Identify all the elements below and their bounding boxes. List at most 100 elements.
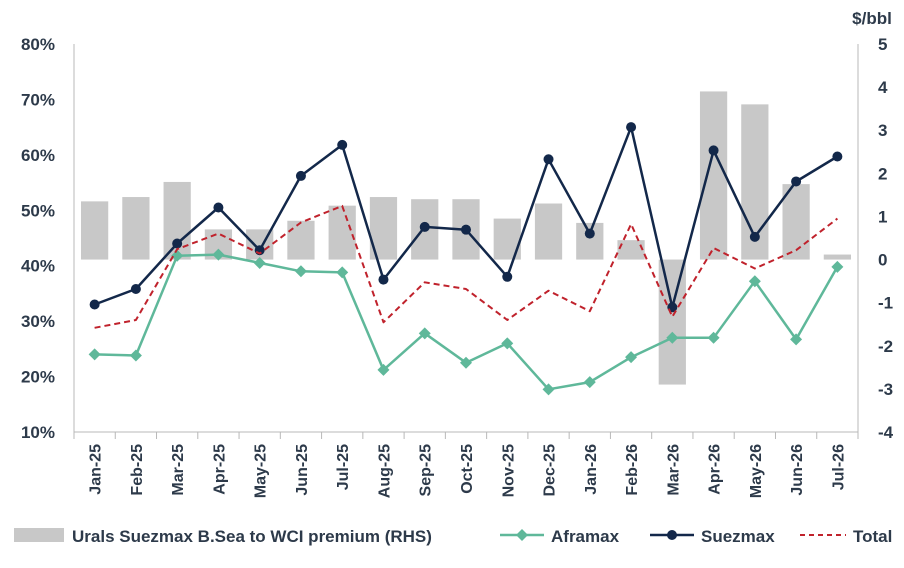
- x-tick-label: Apr-25: [211, 444, 228, 495]
- series-suezmax: [89, 122, 843, 313]
- left-tick-label: 20%: [21, 368, 55, 387]
- bar-Jul-25: [328, 205, 356, 260]
- point-suezmax-Jan-26: [584, 228, 595, 239]
- point-suezmax-Oct-25: [461, 224, 471, 235]
- x-tick-label: Mar-26: [665, 444, 682, 496]
- legend-swatch-premium: [14, 528, 64, 542]
- left-tick-label: 80%: [21, 35, 55, 54]
- series-total: [94, 204, 839, 329]
- legend-marker-aframax: [516, 529, 528, 541]
- point-aframax-Jul-25: [336, 266, 349, 279]
- right-axis-ticks: -4 -3 -2 -1 0 1 2 3 4 5: [878, 35, 894, 442]
- bar-Jan-26: [576, 222, 604, 260]
- right-tick-label: 0: [878, 251, 887, 270]
- point-suezmax-Apr-26: [708, 145, 719, 156]
- bar-Feb-26: [617, 240, 645, 260]
- point-aframax-Dec-25: [542, 383, 555, 396]
- line-total: [94, 204, 839, 329]
- point-aframax-Feb-26: [625, 351, 638, 364]
- bar-Jun-25: [287, 220, 315, 260]
- point-suezmax-Aug-25: [378, 274, 389, 285]
- right-tick-label: 3: [878, 121, 887, 140]
- point-aframax-Jul-26: [831, 260, 844, 273]
- line-series: [88, 122, 844, 396]
- bar-Dec-25: [534, 203, 563, 260]
- left-tick-label: 40%: [21, 257, 55, 276]
- x-tick-label: Oct-25: [459, 444, 476, 494]
- point-suezmax-Nov-25: [502, 271, 513, 282]
- legend-label-suezmax: Suezmax: [701, 527, 775, 546]
- left-tick-label: 50%: [21, 201, 55, 220]
- x-tick-label: Jun-26: [789, 444, 806, 496]
- bar-series-premium: [81, 91, 851, 385]
- x-tick-label: Nov-25: [500, 444, 517, 497]
- legend-label-premium: Urals Suezmax B.Sea to WCI premium (RHS): [72, 527, 432, 546]
- right-tick-label: 1: [878, 207, 887, 226]
- legend: Urals Suezmax B.Sea to WCI premium (RHS)…: [14, 527, 892, 546]
- x-tick-label: Dec-25: [542, 444, 559, 497]
- x-tick-label: Aug-25: [376, 444, 393, 498]
- point-suezmax-Apr-25: [213, 202, 224, 213]
- axes: [73, 44, 859, 439]
- point-suezmax-Dec-25: [543, 154, 554, 165]
- point-aframax-Jun-26: [790, 333, 803, 346]
- point-suezmax-Sep-25: [419, 221, 430, 232]
- right-tick-label: 5: [878, 35, 887, 54]
- point-aframax-May-26: [748, 275, 761, 288]
- point-aframax-Jan-26: [583, 376, 596, 389]
- bar-Jun-26: [782, 184, 810, 260]
- right-tick-label: -1: [878, 294, 893, 313]
- x-tick-label: Jul-26: [830, 444, 847, 490]
- line-aframax: [94, 253, 839, 391]
- left-tick-label: 60%: [21, 146, 55, 165]
- point-suezmax-Feb-26: [626, 122, 637, 133]
- right-tick-label: 4: [878, 78, 888, 97]
- point-aframax-Mar-26: [666, 331, 679, 344]
- bar-Feb-25: [122, 197, 150, 260]
- point-aframax-May-25: [253, 256, 266, 269]
- x-tick-label: Mar-25: [170, 444, 187, 496]
- point-suezmax-Feb-25: [130, 283, 141, 294]
- point-suezmax-Jan-25: [89, 299, 100, 310]
- left-tick-label: 10%: [21, 423, 55, 442]
- bar-Apr-26: [699, 91, 728, 260]
- x-axis-ticks: Jan-25 Feb-25 Mar-25 Apr-25 May-25 Jun-25 Jul-…: [88, 444, 848, 498]
- point-aframax-Aug-25: [377, 363, 390, 376]
- legend-label-aframax: Aframax: [551, 527, 620, 546]
- bar-Mar-26: [658, 259, 686, 385]
- bar-Jan-25: [81, 201, 109, 260]
- point-aframax-Oct-25: [460, 356, 472, 369]
- legend-marker-suezmax: [667, 530, 677, 540]
- point-aframax-Apr-25: [212, 248, 225, 261]
- x-tick-label: Jan-25: [88, 444, 105, 495]
- point-aframax-Apr-26: [707, 331, 720, 344]
- point-suezmax-Jul-26: [832, 151, 843, 162]
- left-axis-ticks: 10% 20% 30% 40% 50% 60% 70% 80%: [21, 35, 55, 442]
- right-tick-label: -2: [878, 337, 893, 356]
- point-aframax-Nov-25: [501, 337, 514, 350]
- left-tick-label: 70%: [21, 90, 55, 109]
- point-aframax-Sep-25: [418, 327, 431, 340]
- point-suezmax-Mar-25: [172, 238, 183, 249]
- right-axis-label: $/bbl: [852, 9, 892, 28]
- x-tick-label: Feb-26: [624, 444, 641, 496]
- point-suezmax-Jul-25: [337, 139, 348, 150]
- legend-label-total: Total: [853, 527, 892, 546]
- right-tick-label: 2: [878, 164, 887, 183]
- point-aframax-Mar-25: [171, 249, 184, 262]
- x-tick-label: Jul-25: [335, 444, 352, 490]
- bar-Jul-26: [823, 254, 851, 260]
- right-tick-label: -4: [878, 423, 894, 442]
- x-tick-label: Jun-25: [294, 444, 311, 496]
- right-tick-label: -3: [878, 380, 893, 399]
- point-suezmax-May-26: [749, 231, 760, 242]
- series-aframax: [88, 248, 844, 396]
- point-aframax-Feb-25: [129, 349, 142, 362]
- x-tick-label: Sep-25: [418, 444, 435, 497]
- point-suezmax-Jun-26: [791, 176, 802, 187]
- x-tick-label: Apr-26: [707, 444, 724, 495]
- point-suezmax-Jun-25: [295, 170, 306, 181]
- point-aframax-Jan-25: [88, 348, 101, 361]
- left-tick-label: 30%: [21, 312, 55, 331]
